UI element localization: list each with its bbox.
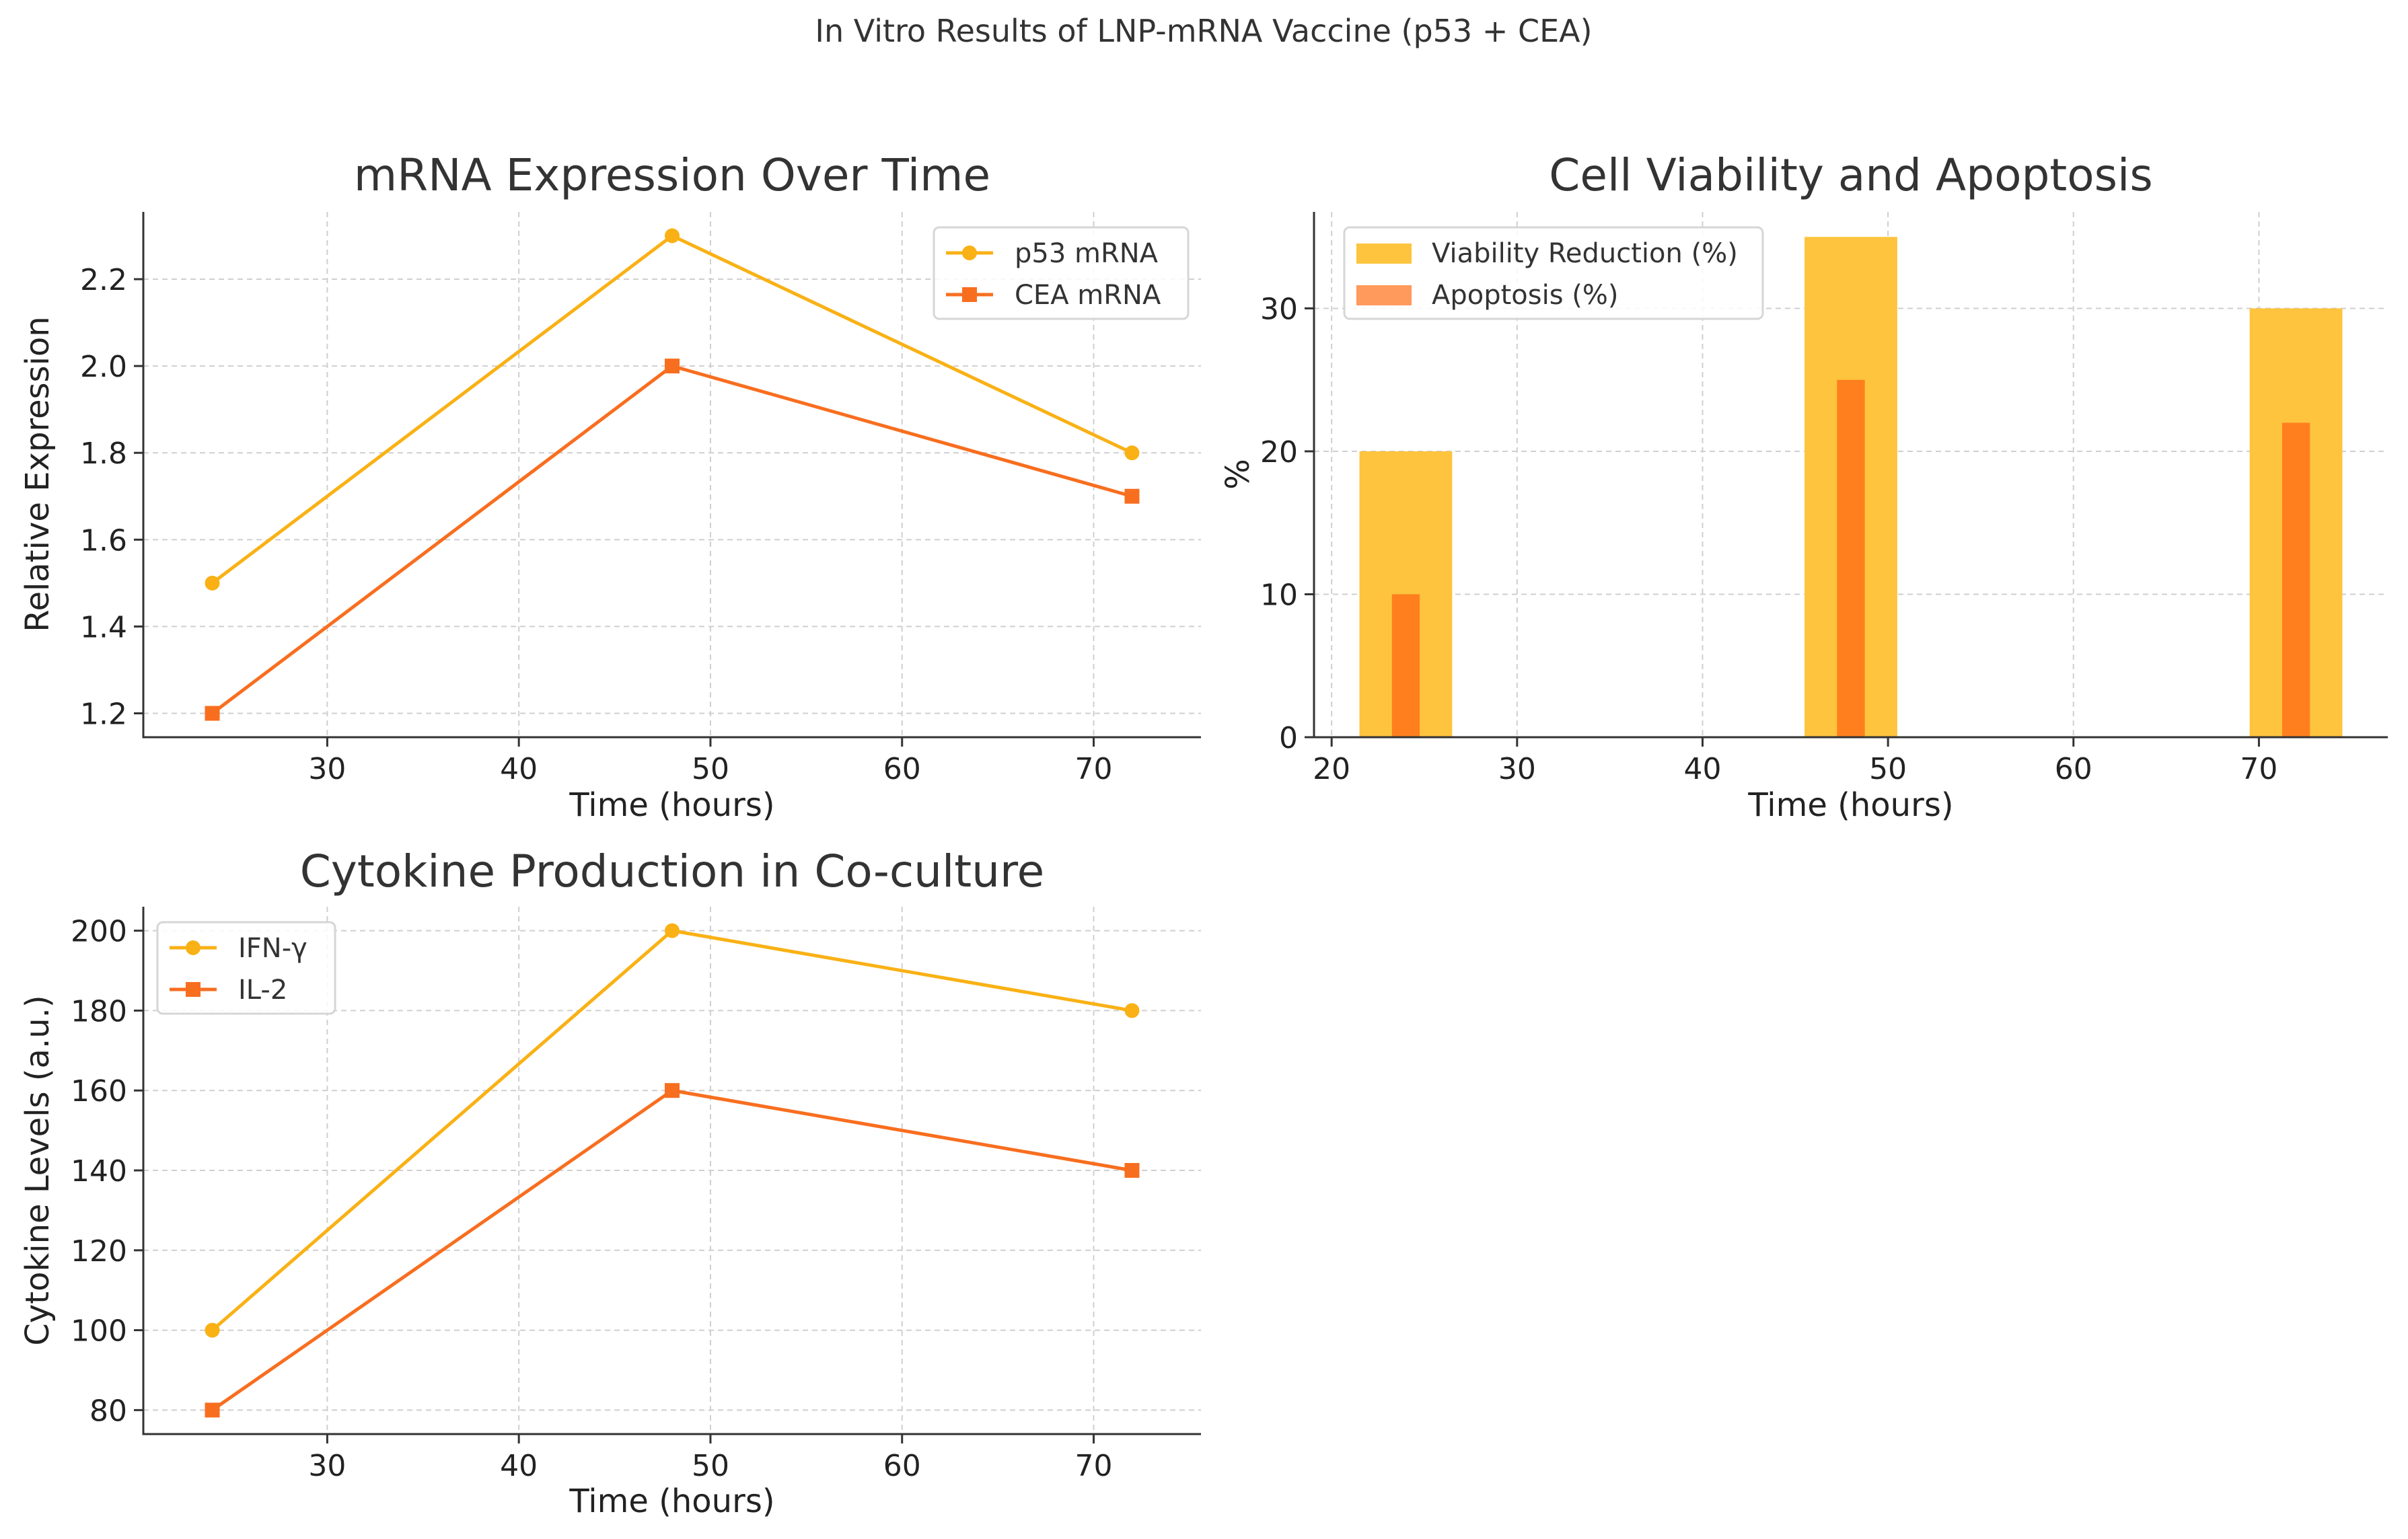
x-tick-label: 60 [883,1449,921,1483]
axes-spine [142,212,1201,739]
x-tick-label: 30 [308,1449,346,1483]
x-tick-label: 70 [1075,752,1113,786]
legend-label: CEA mRNA [1015,280,1161,311]
data-point [1124,488,1140,504]
panel-cell-viability: 20 30 40 50 60 70 0 10 20 30 Cell Viability and Ap… [1219,149,2388,824]
series-line-0 [211,929,1132,1332]
data-point [205,575,220,591]
legend-label: Apoptosis (%) [1432,280,1619,311]
panel-mrna-expression: 30 40 50 60 70 1.2 1.4 1.6 1.8 2.0 2.2 mRNA Express… [19,149,1201,824]
data-point [665,359,680,374]
data-point [205,1322,220,1338]
y-tick-label: 30 [1260,292,1298,326]
x-tick-label: 50 [692,752,729,786]
y-tick-label: 2.2 [80,263,127,297]
axes-spine [142,907,1201,1435]
x-tick-label: 60 [883,752,921,786]
y-tick-label: 140 [71,1154,127,1189]
y-tick-label: 200 [71,915,127,949]
legend-label: p53 mRNA [1015,238,1159,269]
panel-cytokine-production: 30 40 50 60 70 80 100 120 140 160 180 200 Cytokine P… [19,846,1201,1520]
y-tick-label: 120 [71,1234,127,1269]
data-point [665,1083,680,1098]
y-tick-label: 1.8 [80,437,127,471]
y-tick-label: 2.0 [80,350,127,384]
data-point [1124,445,1140,461]
y-tick-label: 0 [1279,721,1298,755]
chart-title: Cytokine Production in Co-culture [300,846,1045,897]
legend-swatch [1356,285,1412,305]
y-tick-label: 10 [1260,578,1298,612]
chart-title: Cell Viability and Apoptosis [1549,149,2152,201]
legend-swatch-marker [186,940,200,955]
y-tick-label: 1.6 [80,523,127,558]
legend-label: IFN-γ [238,933,307,964]
x-tick-label: 20 [1313,752,1350,786]
x-tick-label: 40 [1683,752,1721,786]
x-tick-label: 30 [1498,752,1536,786]
chart-title: mRNA Expression Over Time [354,149,990,201]
data-point [1124,1003,1140,1018]
x-tick-label: 50 [692,1449,729,1483]
x-tick-label: 30 [308,752,346,786]
x-tick-label: 60 [2055,752,2092,786]
x-tick-label: 70 [2240,752,2277,786]
bar-apoptosis [1837,379,1865,737]
x-tick-label: 70 [1075,1449,1113,1483]
legend-swatch [1356,243,1412,264]
legend: Viability Reduction (%) Apoptosis (%) [1343,226,1764,320]
legend-swatch-marker [962,287,977,302]
y-axis-label: Cytokine Levels (a.u.) [19,995,57,1345]
data-point [665,228,680,243]
legend: p53 mRNA CEA mRNA [933,226,1190,320]
legend: IFN-γ IL-2 [156,921,336,1015]
legend-label: IL-2 [238,975,287,1006]
legend-box [1343,226,1764,320]
x-tick-label: 40 [500,752,538,786]
x-axis-label: Time (hours) [1747,786,1953,824]
y-axis-label: Relative Expression [19,316,57,632]
x-tick-label: 40 [500,1449,538,1483]
y-tick-label: 1.2 [80,698,127,732]
y-tick-label: 100 [71,1314,127,1349]
legend-label: Viability Reduction (%) [1432,238,1738,269]
x-axis-label: Time (hours) [569,1482,774,1520]
y-tick-label: 180 [71,994,127,1028]
legend-swatch-marker [186,982,200,997]
y-axis-label: % [1219,459,1257,490]
legend-swatch-marker [962,246,977,260]
data-point [205,1402,220,1418]
y-tick-label: 160 [71,1074,127,1109]
x-axis-label: Time (hours) [569,786,774,824]
figure-title: In Vitro Results of LNP-mRNA Vaccine (p5… [815,13,1592,49]
data-point [665,923,680,938]
y-tick-label: 20 [1260,435,1298,470]
data-point [1124,1163,1140,1178]
data-point [205,706,220,721]
y-tick-label: 80 [89,1394,127,1428]
x-tick-label: 50 [1869,752,1907,786]
bar-apoptosis [1391,594,1420,737]
legend-box [933,226,1190,320]
y-tick-label: 1.4 [80,610,127,644]
bar-apoptosis [2282,422,2310,737]
